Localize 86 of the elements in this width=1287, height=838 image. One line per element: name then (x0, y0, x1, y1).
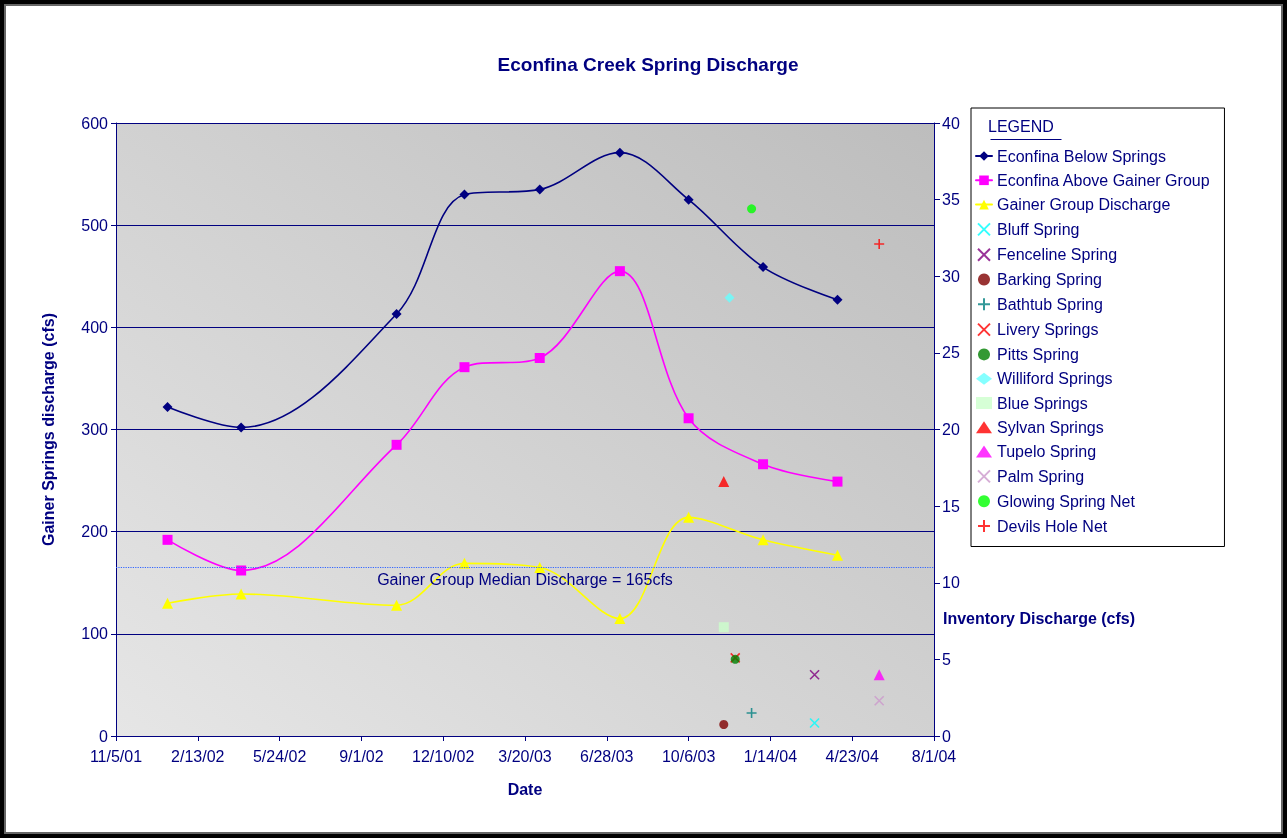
y2-tick-label: 15 (942, 497, 960, 515)
point (758, 262, 769, 273)
point (391, 439, 402, 450)
point (162, 597, 174, 609)
y-tick-label: 400 (81, 318, 109, 336)
legend-label: Barking Spring (997, 271, 1102, 288)
x-tick-label: 1/14/04 (743, 747, 798, 765)
point (614, 266, 625, 277)
y2-tick-label: 30 (942, 267, 960, 285)
point (757, 534, 769, 546)
legend-label: Fenceline Spring (997, 246, 1118, 264)
x-tick-label: 9/1/02 (339, 747, 384, 765)
point (683, 511, 695, 523)
chart-title: Econfina Creek Spring Discharge (497, 54, 799, 75)
y2-tick-label: 35 (942, 191, 960, 209)
point (391, 309, 402, 320)
y2-axis-title: Inventory Discharge (cfs) (943, 609, 1136, 627)
y2-tick-label: 20 (942, 421, 960, 438)
legend-label: Gainer Group Discharge (997, 196, 1171, 214)
point (718, 476, 730, 488)
point (809, 669, 820, 680)
x-tick-label: 2/13/02 (171, 747, 225, 765)
y2-tick-label: 10 (942, 574, 960, 592)
point (719, 720, 729, 729)
point (459, 189, 470, 200)
point (236, 422, 247, 433)
x-tick-label: 6/28/03 (580, 747, 634, 765)
y-tick-label: 100 (81, 625, 109, 643)
y-tick-label: 300 (81, 421, 109, 438)
point (724, 292, 735, 303)
y2-tick-label: 25 (942, 344, 960, 362)
y2-tick-label: 40 (942, 114, 960, 132)
point (831, 549, 843, 561)
point (683, 413, 694, 424)
x-tick-label: 5/24/02 (252, 747, 307, 765)
point (873, 238, 885, 250)
point (873, 669, 885, 681)
y2-tick-label: 5 (942, 650, 951, 668)
legend-label: Econfina Below Springs (997, 147, 1166, 165)
point (162, 402, 173, 413)
point (459, 362, 470, 373)
point (235, 588, 247, 600)
point (809, 717, 820, 729)
legend-label: Glowing Spring Net (997, 492, 1136, 510)
y-tick-label: 500 (81, 216, 109, 234)
point (683, 194, 694, 205)
legend-label: Tupelo Spring (997, 443, 1097, 461)
y-tick-label: 0 (99, 727, 109, 745)
point (614, 613, 626, 625)
point (745, 707, 758, 719)
x-tick-label: 8/1/04 (911, 747, 957, 765)
legend-label: Bluff Spring (997, 220, 1080, 238)
y-tick-label: 600 (81, 114, 109, 132)
legend-label: Devils Hole Net (997, 517, 1108, 535)
x-tick-label: 4/23/04 (825, 747, 879, 765)
x-tick-label: 10/6/03 (661, 747, 716, 765)
point (162, 534, 173, 545)
point (747, 204, 757, 214)
legend-label: Bathtub Spring (997, 295, 1103, 313)
x-tick-label: 12/10/02 (412, 747, 475, 765)
legend-label: Blue Springs (997, 394, 1088, 412)
point (458, 557, 470, 569)
legend-label: Econfina Above Gainer Group (997, 171, 1210, 189)
point (534, 352, 545, 363)
x-tick-label: 3/20/03 (498, 747, 552, 765)
point (534, 184, 545, 195)
y-axis-title: Gainer Springs discharge (cfs) (39, 313, 57, 546)
legend-label: Williford Springs (997, 370, 1113, 388)
point (873, 695, 885, 707)
point (832, 294, 843, 305)
point (758, 459, 769, 470)
legend-label: Sylvan Springs (997, 418, 1104, 436)
x-axis-title: Date (507, 780, 543, 798)
point (718, 622, 729, 633)
point (391, 599, 403, 611)
y2-tick-label: 0 (942, 727, 951, 745)
legend-label: Palm Spring (997, 467, 1085, 485)
legend-label: Livery Springs (997, 321, 1099, 339)
legend-title: LEGEND (988, 117, 1054, 135)
point (614, 147, 625, 158)
point (236, 565, 247, 576)
point (832, 476, 843, 487)
x-tick-label: 11/5/01 (89, 747, 143, 765)
y-tick-label: 200 (81, 523, 109, 541)
legend-label: Pitts Spring (997, 345, 1079, 363)
point (534, 561, 546, 573)
